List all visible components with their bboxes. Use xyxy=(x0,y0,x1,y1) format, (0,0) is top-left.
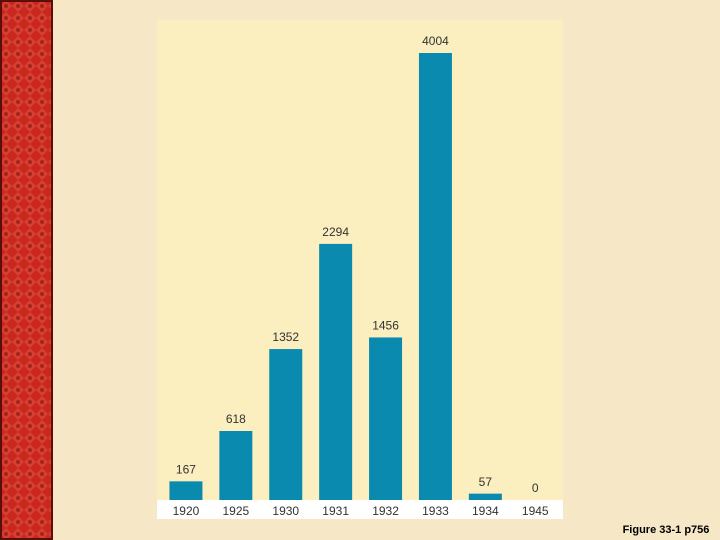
value-label: 2294 xyxy=(322,225,349,239)
value-label: 0 xyxy=(532,481,539,495)
bar xyxy=(468,493,502,500)
bar xyxy=(319,243,353,500)
decorative-strip xyxy=(0,0,53,540)
x-tick-label: 1925 xyxy=(222,504,249,518)
label-strip xyxy=(157,500,563,519)
x-tick-label: 1932 xyxy=(372,504,399,518)
plot-panel xyxy=(157,20,563,500)
value-label: 618 xyxy=(226,412,246,426)
bar xyxy=(418,53,452,500)
x-tick-label: 1920 xyxy=(173,504,200,518)
figure-caption: Figure 33-1 p756 xyxy=(623,524,710,536)
x-tick-label: 1933 xyxy=(422,504,449,518)
bar xyxy=(169,481,203,500)
bar xyxy=(269,349,303,500)
value-label: 1456 xyxy=(372,319,399,333)
x-tick-label: 1931 xyxy=(322,504,349,518)
value-label: 4004 xyxy=(422,34,449,48)
x-tick-label: 1934 xyxy=(472,504,499,518)
x-tick-label: 1930 xyxy=(272,504,299,518)
value-label: 57 xyxy=(479,475,493,489)
value-label: 167 xyxy=(176,463,196,477)
x-tick-label: 1945 xyxy=(522,504,549,518)
bar xyxy=(219,431,253,500)
bar xyxy=(369,337,403,500)
value-label: 1352 xyxy=(272,330,299,344)
